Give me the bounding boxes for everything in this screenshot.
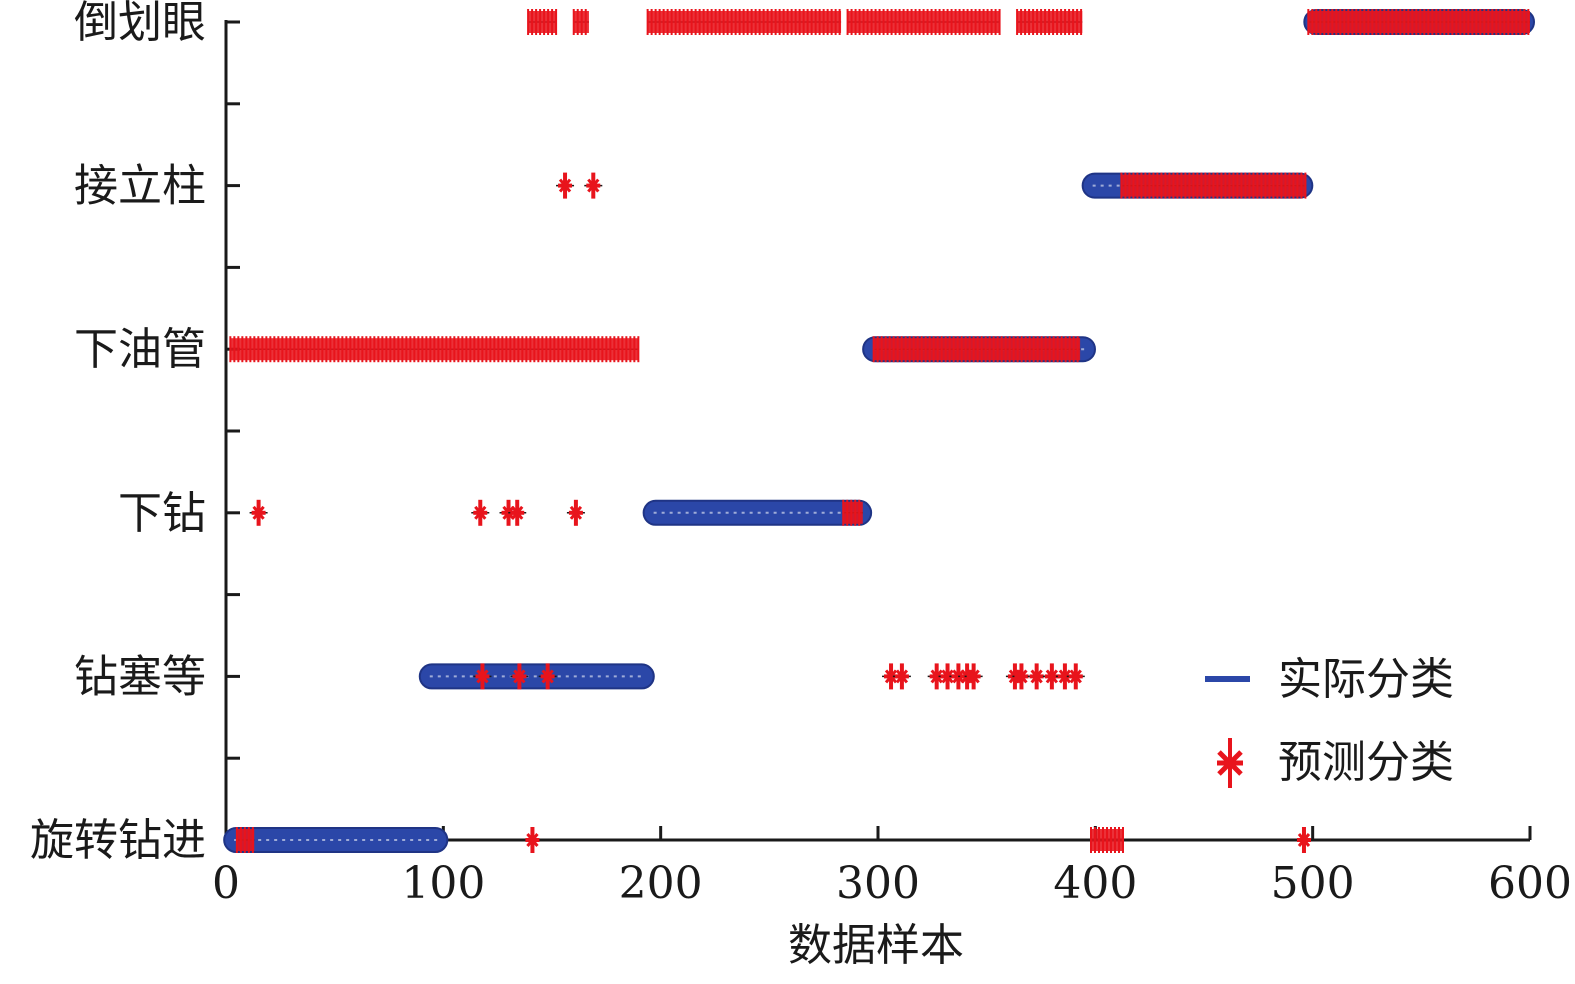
predicted-point: [508, 497, 527, 528]
x-tick-label: 500: [1271, 858, 1355, 909]
predicted-point: [249, 497, 268, 528]
y-tick-label: 接立柱: [74, 161, 206, 212]
actual-segment: [642, 499, 873, 526]
x-tick-label: 0: [212, 858, 240, 909]
x-tick-label: 400: [1053, 858, 1137, 909]
legend-predicted-swatch: [1217, 738, 1243, 788]
y-tick-label: 旋转钻进: [30, 815, 206, 866]
x-tick-label: 100: [401, 858, 485, 909]
x-axis-title: 数据样本: [788, 920, 964, 971]
predicted-point: [556, 170, 575, 201]
x-tick-label: 600: [1488, 858, 1572, 909]
y-tick-label: 钻塞等: [74, 651, 206, 702]
predicted-point: [471, 497, 490, 528]
x-tick-label: 200: [619, 858, 703, 909]
actual-segment: [223, 827, 449, 853]
legend: 实际分类 预测分类: [1205, 654, 1454, 788]
x-tick-label: 300: [836, 858, 920, 909]
predicted-point: [1027, 661, 1046, 692]
legend-predicted-label: 预测分类: [1278, 737, 1454, 788]
series-actual: [223, 9, 1535, 853]
axes: 旋转钻进 钻塞等 下钻 下油管 接立柱 倒划眼 0 100 200 300 400 500 600: [30, 0, 1572, 909]
legend-actual-label: 实际分类: [1278, 654, 1454, 705]
y-tick-label: 下油管: [74, 324, 206, 375]
predicted-point: [566, 497, 585, 528]
predicted-point: [1066, 661, 1085, 692]
predicted-point: [1294, 825, 1313, 855]
predicted-point: [892, 661, 911, 692]
series-predicted: [229, 9, 1530, 855]
predicted-point: [584, 170, 603, 201]
y-tick-label: 倒划眼: [74, 0, 206, 48]
y-tick-label: 下钻: [118, 488, 206, 539]
predicted-point: [523, 825, 542, 855]
